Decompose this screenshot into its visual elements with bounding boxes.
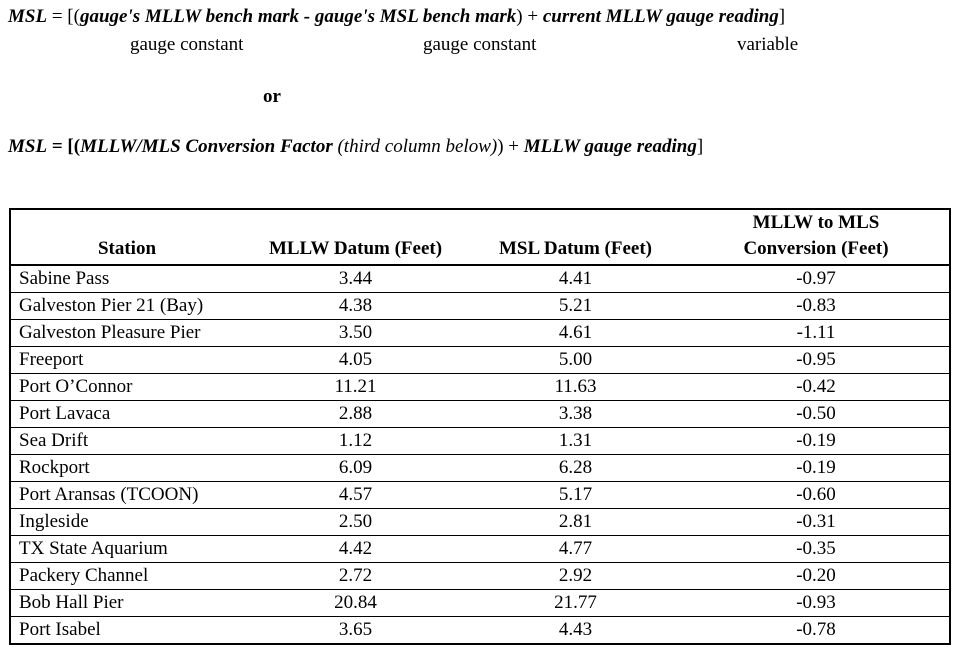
conversion-cell: -0.93 — [796, 592, 836, 613]
table-header: Station MLLW Datum (Feet) MSL Datum (Fee… — [11, 210, 949, 266]
table-row: Freeport 4.05 5.00 -0.95 — [11, 347, 949, 374]
formula1-term-reading: current MLLW gauge reading — [542, 6, 779, 27]
msl-cell: 4.61 — [558, 322, 593, 343]
table-row: Port Aransas (TCOON) 4.57 5.17 -0.60 — [11, 482, 949, 509]
table-row: Rockport 6.09 6.28 -0.19 — [11, 455, 949, 482]
conversion-cell: -0.31 — [796, 511, 836, 532]
station-cell: Galveston Pier 21 (Bay) — [19, 295, 204, 316]
station-cell: Port Lavaca — [19, 403, 111, 424]
station-cell: Sabine Pass — [19, 268, 110, 289]
station-cell: Bob Hall Pier — [19, 592, 124, 613]
conversion-cell: -0.42 — [796, 376, 836, 397]
msl-cell: 11.63 — [554, 376, 597, 397]
mllw-cell: 2.50 — [338, 511, 373, 532]
mllw-cell: 2.72 — [338, 565, 373, 586]
table-row: Sea Drift 1.12 1.31 -0.19 — [11, 428, 949, 455]
formula1-lhs: MSL — [8, 6, 48, 27]
table-row: Ingleside 2.50 2.81 -0.31 — [11, 509, 949, 536]
msl-cell: 4.43 — [558, 619, 593, 640]
formula2-paren-note: (third column below) — [332, 136, 498, 157]
station-cell: Galveston Pleasure Pier — [19, 322, 201, 343]
header-conversion: MLLW to MLS Conversion (Feet) — [683, 210, 949, 262]
msl-cell: 5.00 — [558, 349, 593, 370]
conversion-cell: -0.35 — [796, 538, 836, 559]
station-cell: Freeport — [19, 349, 84, 370]
table-row: Port Isabel 3.65 4.43 -0.78 — [11, 617, 949, 644]
station-cell: Ingleside — [19, 511, 89, 532]
mllw-cell: 4.38 — [338, 295, 373, 316]
note-gauge-constant-1: gauge constant — [130, 34, 244, 55]
formula2-term-reading: MLLW gauge reading — [523, 136, 697, 157]
formula2-eq: = [( — [47, 136, 81, 157]
mllw-cell: 6.09 — [338, 457, 373, 478]
table-row: Port Lavaca 2.88 3.38 -0.50 — [11, 401, 949, 428]
mllw-cell: 1.12 — [338, 430, 373, 451]
mllw-cell: 20.84 — [334, 592, 377, 613]
formula-msl-benchmark: MSL = [(gauge's MLLW bench mark - gauge'… — [8, 6, 785, 28]
header-msl-datum: MSL Datum (Feet) — [498, 238, 653, 259]
formula2-close: ] — [696, 136, 704, 157]
conversion-cell: -0.83 — [796, 295, 836, 316]
table-body: Sabine Pass 3.44 4.41 -0.97 Galveston Pier 2… — [11, 266, 949, 644]
conversion-cell: -0.20 — [796, 565, 836, 586]
msl-cell: 6.28 — [558, 457, 593, 478]
msl-cell: 21.77 — [554, 592, 597, 613]
conversion-cell: -1.11 — [796, 322, 836, 343]
table-row: Galveston Pleasure Pier 3.50 4.61 -1.11 — [11, 320, 949, 347]
msl-cell: 4.77 — [558, 538, 593, 559]
msl-cell: 3.38 — [558, 403, 593, 424]
mllw-cell: 3.50 — [338, 322, 373, 343]
formula2-plus: ) + — [497, 136, 524, 157]
mllw-cell: 3.44 — [338, 268, 373, 289]
station-cell: Port O’Connor — [19, 376, 133, 397]
mllw-cell: 3.65 — [338, 619, 373, 640]
conversion-cell: -0.78 — [796, 619, 836, 640]
header-conversion-line1: MLLW to MLS — [752, 212, 880, 233]
mllw-cell: 2.88 — [338, 403, 373, 424]
mllw-cell: 4.05 — [338, 349, 373, 370]
conversion-cell: -0.95 — [796, 349, 836, 370]
table-row: Port O’Connor 11.21 11.63 -0.42 — [11, 374, 949, 401]
formula1-eq: = [( — [47, 6, 80, 27]
note-gauge-constant-2: gauge constant — [423, 34, 537, 55]
formula2-term-factor: MLLW/MLS Conversion Factor — [80, 136, 333, 157]
station-cell: Rockport — [19, 457, 90, 478]
table-row: Sabine Pass 3.44 4.41 -0.97 — [11, 266, 949, 293]
msl-cell: 5.17 — [558, 484, 593, 505]
formula1-term-benchmarks: gauge's MLLW bench mark - gauge's MSL be… — [79, 6, 517, 27]
table-row: TX State Aquarium 4.42 4.77 -0.35 — [11, 536, 949, 563]
conversion-cell: -0.60 — [796, 484, 836, 505]
station-cell: Port Isabel — [19, 619, 101, 640]
msl-cell: 2.81 — [558, 511, 593, 532]
station-cell: Port Aransas (TCOON) — [19, 484, 199, 505]
formula-msl-conversion: MSL = [(MLLW/MLS Conversion Factor (thir… — [8, 136, 703, 158]
header-station: Station — [97, 238, 157, 259]
conversion-cell: -0.19 — [796, 430, 836, 451]
header-conversion-line2: Conversion (Feet) — [743, 238, 889, 259]
mllw-cell: 4.57 — [338, 484, 373, 505]
datum-table: Station MLLW Datum (Feet) MSL Datum (Fee… — [9, 208, 951, 645]
station-cell: Sea Drift — [19, 430, 89, 451]
formula2-lhs: MSL — [8, 136, 48, 157]
note-variable: variable — [737, 34, 799, 55]
formula1-plus: ) + — [516, 6, 543, 27]
formula1-close: ] — [778, 6, 786, 27]
table-row: Bob Hall Pier 20.84 21.77 -0.93 — [11, 590, 949, 617]
conversion-cell: -0.19 — [796, 457, 836, 478]
conversion-cell: -0.50 — [796, 403, 836, 424]
header-mllw-datum: MLLW Datum (Feet) — [268, 238, 443, 259]
mllw-cell: 11.21 — [334, 376, 377, 397]
or-label: or — [263, 86, 281, 107]
table-row: Packery Channel 2.72 2.92 -0.20 — [11, 563, 949, 590]
mllw-cell: 4.42 — [338, 538, 373, 559]
msl-cell: 1.31 — [558, 430, 593, 451]
msl-cell: 5.21 — [558, 295, 593, 316]
station-cell: Packery Channel — [19, 565, 149, 586]
conversion-cell: -0.97 — [796, 268, 836, 289]
msl-cell: 2.92 — [558, 565, 593, 586]
station-cell: TX State Aquarium — [19, 538, 168, 559]
msl-cell: 4.41 — [558, 268, 593, 289]
table-row: Galveston Pier 21 (Bay) 4.38 5.21 -0.83 — [11, 293, 949, 320]
